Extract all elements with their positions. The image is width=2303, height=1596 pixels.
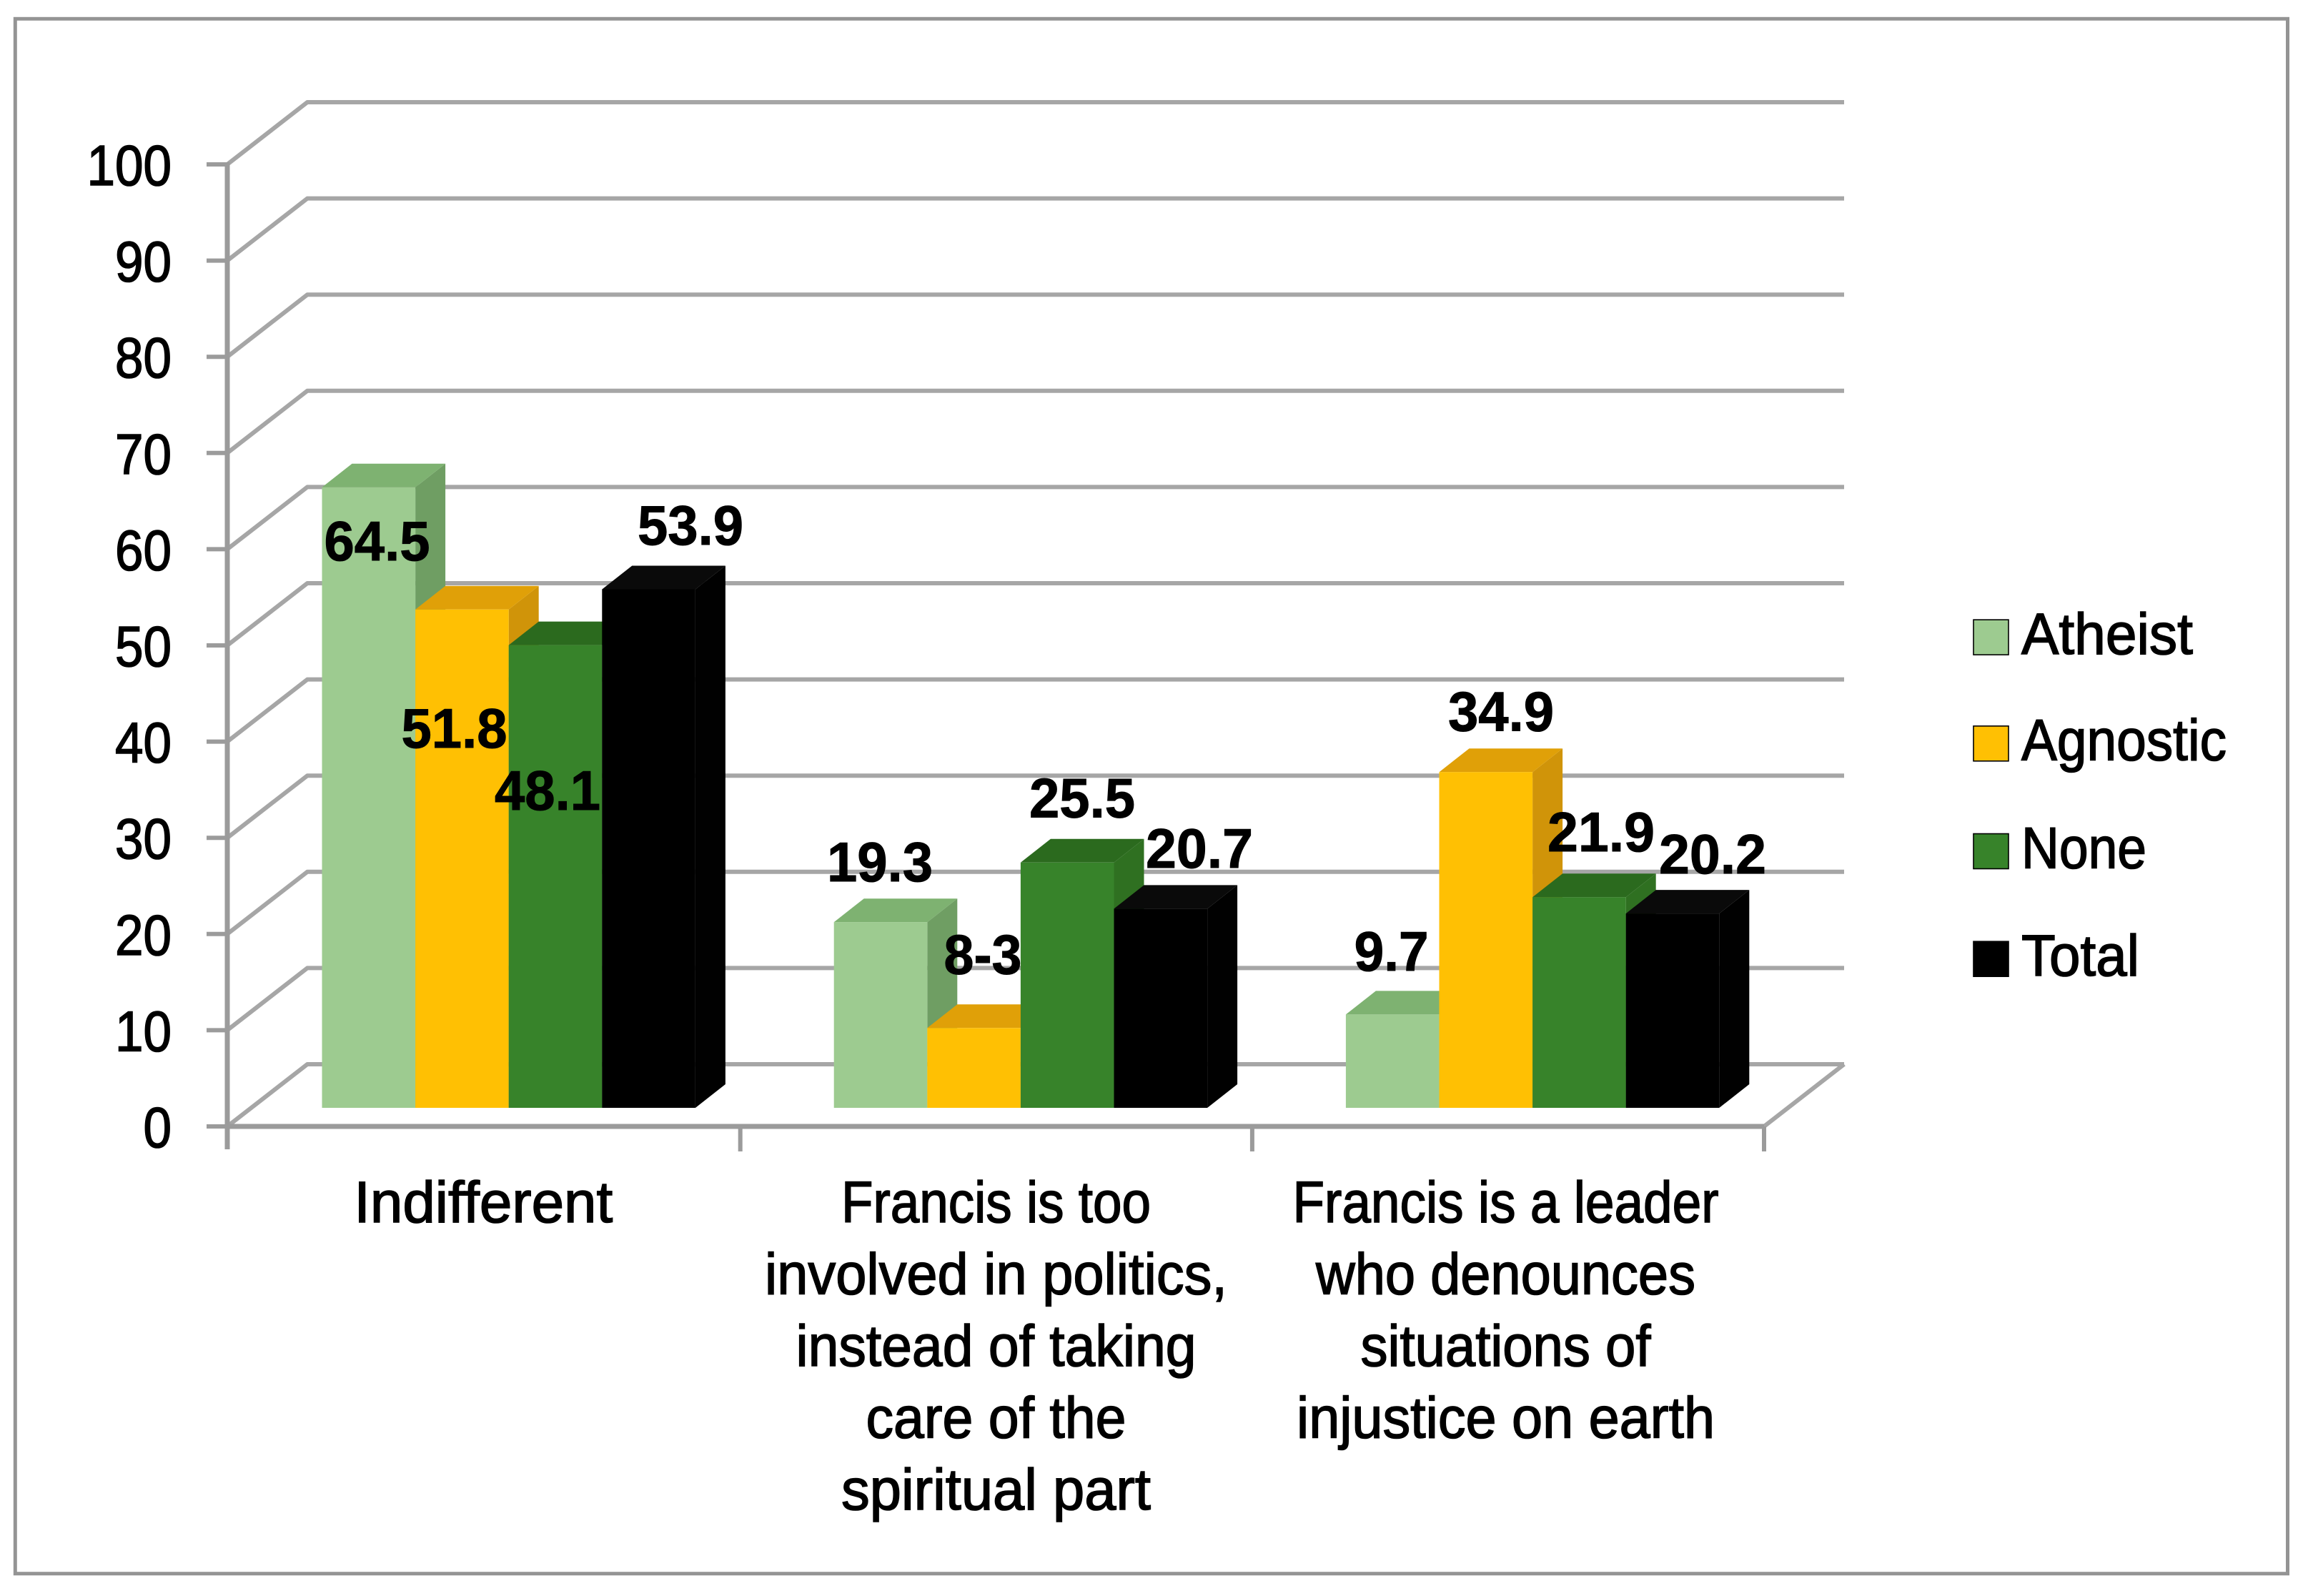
svg-text:80: 80 <box>115 326 172 390</box>
svg-text:Total: Total <box>2021 923 2139 988</box>
svg-text:40: 40 <box>115 711 172 775</box>
svg-text:53.9: 53.9 <box>638 494 743 557</box>
svg-text:9.7: 9.7 <box>1354 920 1429 983</box>
svg-text:90: 90 <box>115 230 172 294</box>
svg-text:50: 50 <box>115 615 172 678</box>
svg-text:20.2: 20.2 <box>1659 823 1766 886</box>
svg-text:25.5: 25.5 <box>1029 767 1135 830</box>
svg-text:30: 30 <box>115 807 172 871</box>
svg-text:51.8: 51.8 <box>402 697 507 760</box>
svg-text:who denounces: who denounces <box>1315 1242 1695 1307</box>
svg-text:None: None <box>2021 816 2146 881</box>
svg-text:70: 70 <box>115 422 172 486</box>
svg-text:64.5: 64.5 <box>325 510 430 573</box>
svg-text:Agnostic: Agnostic <box>2021 708 2227 773</box>
svg-text:Atheist: Atheist <box>2021 602 2193 667</box>
svg-text:19.3: 19.3 <box>827 831 933 893</box>
svg-text:21.9: 21.9 <box>1547 801 1655 863</box>
svg-text:Indifferent: Indifferent <box>354 1170 613 1235</box>
svg-text:care of the: care of the <box>866 1386 1126 1451</box>
svg-text:20: 20 <box>115 903 172 967</box>
svg-text:involved in politics,: involved in politics, <box>765 1242 1227 1307</box>
svg-text:20.7: 20.7 <box>1146 817 1253 880</box>
svg-text:8-3: 8-3 <box>944 923 1022 986</box>
svg-text:10: 10 <box>115 999 172 1063</box>
svg-text:100: 100 <box>87 134 172 197</box>
svg-text:Francis is too: Francis is too <box>841 1170 1151 1235</box>
svg-text:injustice on earth: injustice on earth <box>1297 1386 1715 1451</box>
svg-text:34.9: 34.9 <box>1448 680 1554 743</box>
svg-text:instead of taking: instead of taking <box>796 1314 1197 1379</box>
svg-text:0: 0 <box>144 1096 172 1159</box>
svg-text:spiritual part: spiritual part <box>841 1457 1151 1522</box>
svg-text:Francis is a leader: Francis is a leader <box>1293 1170 1719 1235</box>
svg-text:situations of: situations of <box>1361 1314 1651 1379</box>
svg-text:48.1: 48.1 <box>495 759 600 822</box>
svg-text:60: 60 <box>115 518 172 582</box>
